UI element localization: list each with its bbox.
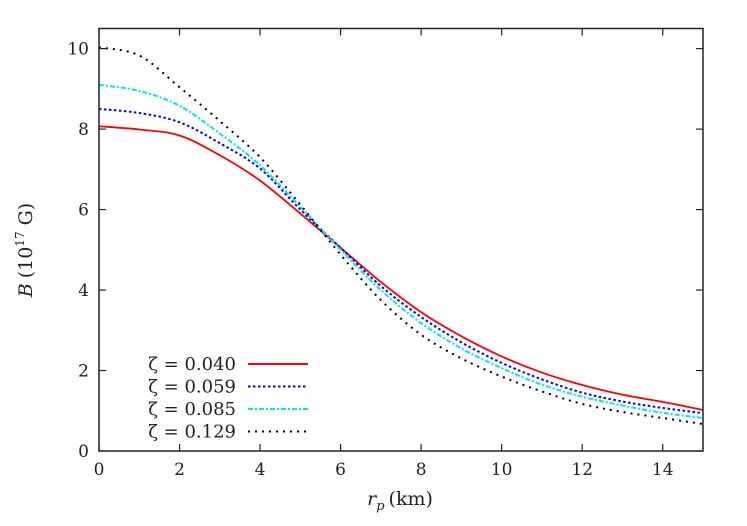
series-line-0: [98, 125, 704, 411]
ticks-layer: 0 2 4 6 8 10 12 14 0 2 4 6 8 10: [67, 28, 703, 480]
legend-label: ζ = 0.059: [148, 377, 236, 398]
y-tick-label: 10: [67, 40, 89, 60]
legend-label: ζ = 0.040: [148, 354, 236, 375]
x-tick-label: 4: [255, 460, 266, 480]
x-tick-label: 0: [94, 460, 105, 480]
x-tick-label: 2: [174, 460, 185, 480]
series-line-2: [98, 83, 704, 419]
x-tick-label: 12: [571, 460, 593, 480]
x-axis-label: rp (km): [367, 488, 433, 514]
series-layer: [98, 46, 704, 426]
plot-frame: [98, 27, 704, 452]
y-tick-label: 6: [78, 201, 89, 221]
x-tick-label: 8: [416, 460, 427, 480]
x-tick-label: 10: [491, 460, 513, 480]
y-axis-label: B(1017 G): [13, 203, 37, 298]
y-tick-label: 2: [78, 362, 89, 382]
y-tick-label: 4: [78, 281, 89, 301]
y-tick-label: 8: [78, 120, 89, 140]
legend-label: ζ = 0.129: [148, 422, 236, 443]
x-tick-label: 6: [335, 460, 346, 480]
legend-label: ζ = 0.085: [148, 399, 236, 420]
y-tick-label: 0: [78, 442, 89, 462]
series-line-3: [98, 46, 704, 426]
x-tick-label: 14: [652, 460, 674, 480]
